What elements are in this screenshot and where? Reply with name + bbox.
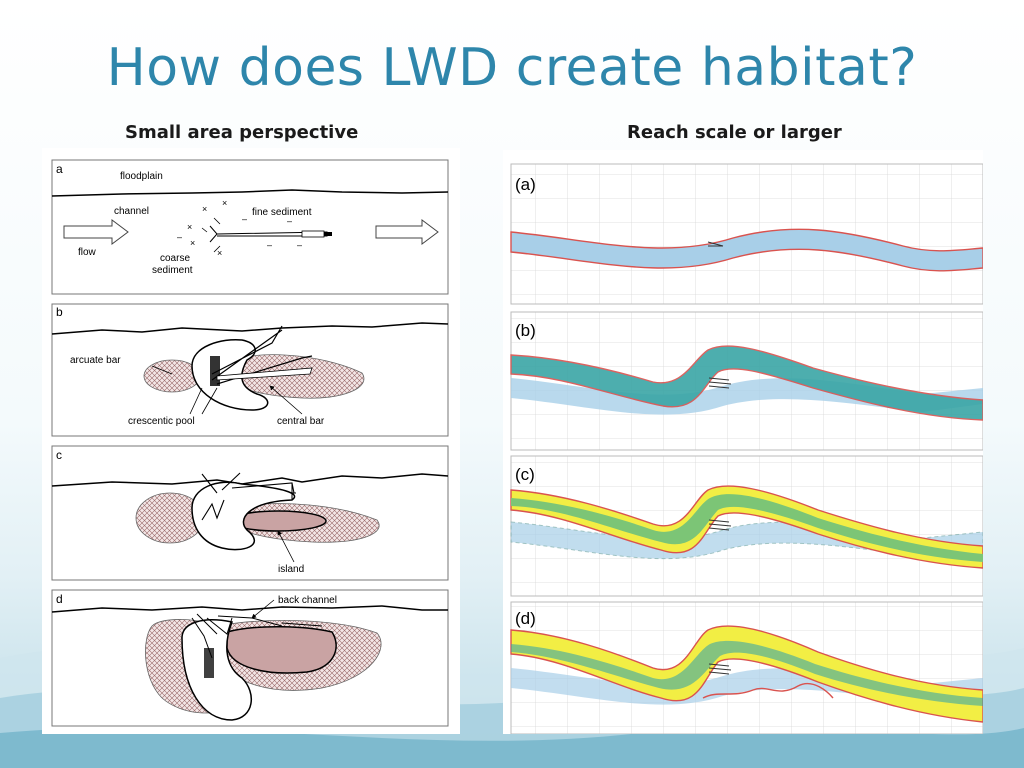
svg-text:×: × xyxy=(202,204,207,214)
panel-d-letter: d xyxy=(56,592,63,606)
svg-text:–: – xyxy=(177,232,182,242)
back-channel-label: back channel xyxy=(278,595,337,606)
svg-text:×: × xyxy=(217,248,222,258)
flow-label: flow xyxy=(78,247,97,258)
reach-panel-c-label: (c) xyxy=(515,465,535,484)
reach-panel-b-label: (b) xyxy=(515,321,536,340)
panel-c-letter: c xyxy=(56,448,62,462)
svg-text:×: × xyxy=(187,222,192,232)
reach-panel-b: (b) xyxy=(510,311,983,451)
flow-arrow-left-icon xyxy=(63,219,129,245)
panel-b: b arcuate bar crescentic pool central ba… xyxy=(51,303,449,437)
panel-a: a floodplain channel fine sediment flow … xyxy=(51,159,449,295)
slide-title: How does LWD create habitat? xyxy=(106,38,918,98)
fine-sediment-label: fine sediment xyxy=(252,207,312,218)
reach-panel-c: (c) xyxy=(510,455,983,597)
svg-text:×: × xyxy=(222,198,227,208)
flow-arrow-right-icon xyxy=(375,219,439,245)
svg-text:–: – xyxy=(267,240,272,250)
reach-scale-diagram: (a) (b) (c) (d) xyxy=(503,150,983,734)
reach-panel-a-label: (a) xyxy=(515,175,536,194)
island-label: island xyxy=(278,564,304,575)
svg-text:–: – xyxy=(287,216,292,226)
svg-text:×: × xyxy=(190,238,195,248)
central-bar-label: central bar xyxy=(277,416,325,427)
reach-panel-d-label: (d) xyxy=(515,609,536,628)
reach-panel-a: (a) xyxy=(510,163,983,305)
sediment-label: sediment xyxy=(152,265,193,276)
arcuate-bar-label: arcuate bar xyxy=(70,355,121,366)
coarse-label: coarse xyxy=(160,253,190,264)
channel-label: channel xyxy=(114,206,149,217)
right-column-heading: Reach scale or larger xyxy=(627,122,842,143)
svg-text:–: – xyxy=(297,240,302,250)
panel-b-letter: b xyxy=(56,305,63,319)
small-area-diagram: a floodplain channel fine sediment flow … xyxy=(42,148,460,734)
crescentic-pool-label: crescentic pool xyxy=(128,416,195,427)
svg-text:–: – xyxy=(242,214,247,224)
panel-c: c island xyxy=(51,445,449,581)
reach-panel-d: (d) xyxy=(510,601,983,734)
left-column-heading: Small area perspective xyxy=(125,122,359,143)
panel-d: d back channel xyxy=(51,589,449,727)
floodplain-label: floodplain xyxy=(120,171,163,182)
panel-a-letter: a xyxy=(56,162,63,176)
